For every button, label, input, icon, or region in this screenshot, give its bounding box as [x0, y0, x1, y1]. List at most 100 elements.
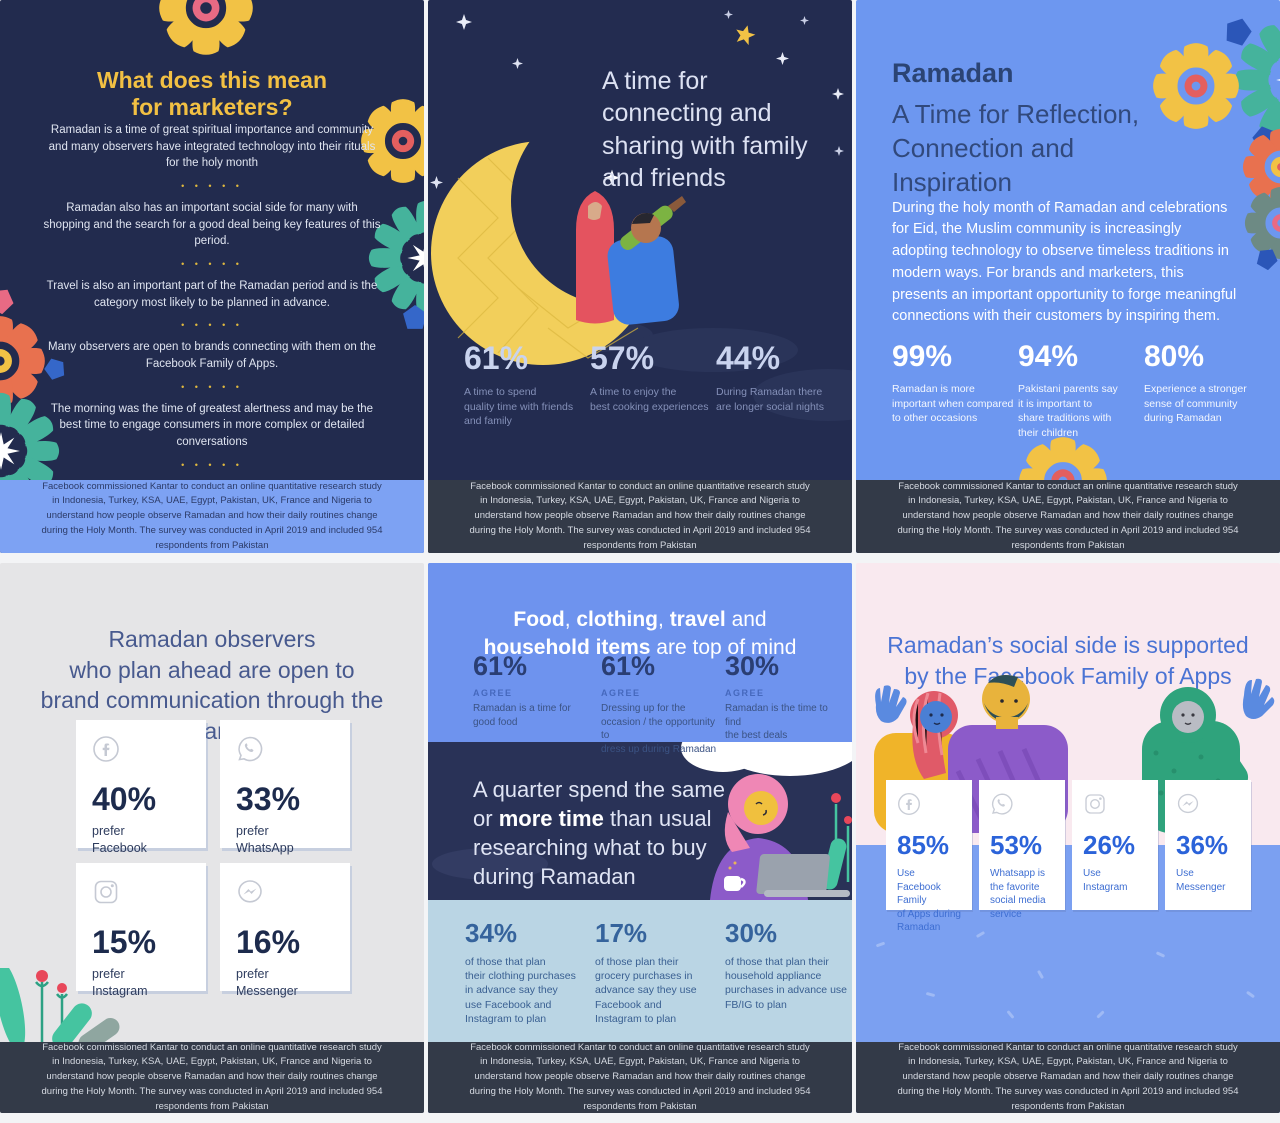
panel6-cards: 85% Use Facebook Family of Apps during R…: [886, 780, 1251, 933]
stat-value: 85%: [897, 830, 950, 860]
stat-label: of those that plan their clothing purcha…: [465, 956, 576, 1025]
panel3-stats: 99% Ramadan is more important when compa…: [892, 340, 1270, 441]
panel5-mid-section: A quarter spend the same or more time th…: [428, 742, 852, 900]
panel1-paragraph: Travel is also an important part of the …: [46, 280, 378, 309]
stat-cooking: 57% A time to enjoy the best cooking exp…: [590, 340, 716, 429]
messenger-icon: [238, 880, 262, 903]
star-icon: [724, 10, 733, 19]
stat-value: 80%: [1144, 340, 1205, 373]
flower-decoration: [1244, 186, 1280, 260]
panel-marketers: What does this mean for marketers? Ramad…: [0, 0, 424, 553]
stat-dressing-up: 61% AGREE Dressing up for the occasion /…: [601, 651, 725, 756]
stat-value: 26%: [1083, 830, 1136, 860]
source-disclaimer: Facebook commissioned Kantar to conduct …: [856, 1042, 1280, 1113]
flower-decoration: [360, 98, 424, 184]
pentagon-decoration: [1256, 248, 1278, 270]
source-disclaimer: Facebook commissioned Kantar to conduct …: [856, 480, 1280, 553]
dots-divider: • • • • •: [181, 259, 243, 270]
dots-divider: • • • • •: [181, 381, 243, 392]
man-figure: [607, 196, 686, 325]
pentagon-decoration: [403, 305, 424, 329]
panel-reflection: Ramadan A Time for Reflection, Connectio…: [856, 0, 1280, 553]
panel6-title: Ramadan’s social side is supported by th…: [887, 632, 1249, 690]
facebook-icon: [93, 736, 119, 762]
source-disclaimer: Facebook commissioned Kantar to conduct …: [0, 480, 424, 553]
stat-card-messenger: 16% prefer Messenger: [220, 863, 350, 998]
star-icon: [776, 52, 789, 65]
agree-tag: AGREE: [473, 688, 513, 698]
woman-figure: [576, 191, 614, 324]
stat-label: Use Facebook Family of Apps during Ramad…: [897, 868, 961, 933]
stat-value: 36%: [1176, 830, 1229, 860]
panel5-title: Food, clothing, travel and household ite…: [483, 608, 797, 660]
dots-divider: • • • • •: [181, 181, 243, 192]
flower-decoration: [1152, 42, 1240, 130]
stat-label: Pakistani parents say it is important to…: [1018, 383, 1118, 440]
flower-decoration: [158, 0, 254, 56]
stat-card-instagram: 15% prefer Instagram: [76, 863, 206, 998]
whatsapp-icon: [238, 736, 263, 762]
messenger-icon: [1177, 793, 1199, 814]
flower-decoration: [1242, 128, 1280, 206]
panel5-plan-stats: 34% of those that plan their clothing pu…: [465, 918, 847, 1026]
stat-label: Use Messenger: [1176, 868, 1226, 893]
stat-value: 61%: [473, 651, 528, 681]
stat-clothing-plan: 34% of those that plan their clothing pu…: [465, 918, 595, 1026]
stat-label: prefer Facebook: [92, 824, 147, 855]
stat-label: Experience a stronger sense of community…: [1144, 383, 1247, 425]
stat-label: Dressing up for the occasion / the oppor…: [601, 703, 717, 755]
source-disclaimer: Facebook commissioned Kantar to conduct …: [428, 480, 852, 553]
stat-value: 30%: [725, 651, 780, 681]
stat-label: Use Instagram: [1083, 868, 1128, 893]
stat-appliance-plan: 30% of those that plan their household a…: [725, 918, 847, 1026]
stat-value: 30%: [725, 918, 778, 948]
stat-card-instagram: 26% Use Instagram: [1072, 780, 1158, 910]
stat-label: During Ramadan there are longer social n…: [716, 386, 824, 413]
whatsapp-icon: [991, 793, 1013, 815]
panel2-title: A time for connecting and sharing with f…: [602, 66, 808, 193]
panel5-agree-stats: 61% AGREE Ramadan is a time for good foo…: [473, 651, 845, 756]
panel1-paragraph: Ramadan also has an important social sid…: [43, 202, 381, 248]
stat-value: 53%: [990, 830, 1043, 860]
panel1-paragraphs: Ramadan is a time of great spiritual imp…: [42, 122, 382, 529]
instagram-icon: [94, 880, 118, 904]
stat-label: Ramadan is a time for good food: [473, 703, 571, 728]
stat-value: 16%: [236, 924, 301, 960]
facebook-icon: [898, 793, 920, 815]
stat-card-facebook: 40% prefer Facebook: [76, 720, 206, 855]
stat-value: 17%: [595, 918, 648, 948]
stat-value: 34%: [465, 918, 518, 948]
panel5-mid-text: A quarter spend the same or more time th…: [473, 777, 725, 890]
panel1-paragraph: The morning was the time of greatest ale…: [50, 402, 374, 449]
pentagon-decoration: [0, 288, 14, 314]
stat-community: 80% Experience a stronger sense of commu…: [1144, 340, 1270, 441]
star-icon: [456, 14, 472, 30]
panel4-title: Ramadan observers who plan ahead are ope…: [40, 626, 384, 744]
stat-value: 40%: [92, 781, 157, 817]
stat-label: Ramadan is more important when compared …: [892, 383, 1014, 425]
panel-social-side: Ramadan’s social side is supported by th…: [856, 563, 1280, 1113]
stat-card-messenger: 36% Use Messenger: [1165, 780, 1251, 910]
stat-value: 61%: [601, 651, 656, 681]
stat-best-deals: 30% AGREE Ramadan is the time to find th…: [725, 651, 845, 756]
star-icon: [800, 16, 809, 25]
panel3-subtitle: A Time for Reflection, Connection and In…: [892, 99, 1140, 197]
flower-decoration: [0, 315, 46, 407]
stat-label: of those that plan their household appli…: [725, 956, 847, 1011]
stat-card-whatsapp: 33% prefer WhatsApp: [220, 720, 350, 855]
stat-label: Whatsapp is the favorite social media se…: [990, 868, 1046, 920]
source-disclaimer: Facebook commissioned Kantar to conduct …: [0, 1042, 424, 1113]
panel5-bottom-section: [428, 900, 852, 1042]
star-icon: [734, 24, 756, 46]
stat-value: 15%: [92, 924, 157, 960]
panel1-paragraph: Ramadan is a time of great spiritual imp…: [48, 124, 376, 170]
stat-value: 99%: [892, 340, 953, 373]
stat-value: 94%: [1018, 340, 1079, 373]
crescent-moon-illustration: [431, 141, 686, 365]
stat-parents: 94% Pakistani parents say it is importan…: [1018, 340, 1144, 441]
stat-label: prefer WhatsApp: [236, 824, 294, 855]
stat-label: A time to enjoy the best cooking experie…: [590, 386, 709, 413]
agree-tag: AGREE: [601, 688, 641, 698]
stat-label: of those plan their grocery purchases in…: [595, 956, 697, 1025]
